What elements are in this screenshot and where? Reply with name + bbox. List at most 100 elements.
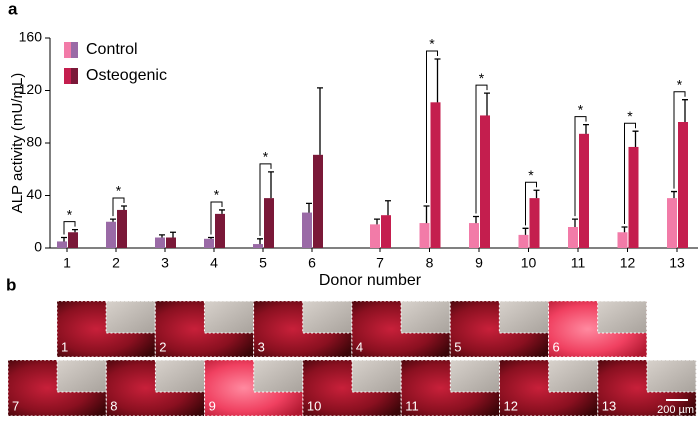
bar xyxy=(579,133,589,248)
bar xyxy=(469,223,479,248)
bar xyxy=(529,198,540,248)
significance-bracket xyxy=(525,181,537,226)
bar xyxy=(381,215,391,248)
error-bar xyxy=(110,218,116,222)
bar xyxy=(667,198,677,248)
bar xyxy=(313,154,323,248)
legend-swatch xyxy=(71,68,78,84)
micrograph-inset xyxy=(498,300,550,334)
error-bar xyxy=(72,228,78,233)
micrograph: 9 xyxy=(204,359,304,417)
significance-bracket xyxy=(426,50,438,203)
error-bar xyxy=(632,130,639,147)
micrograph-label: 7 xyxy=(12,398,19,413)
micrograph: 10 xyxy=(302,359,402,417)
significance-bracket xyxy=(259,163,272,236)
y-tick-label: 80 xyxy=(26,134,42,150)
micrograph-inset xyxy=(302,300,353,334)
micrograph-label: 8 xyxy=(110,398,117,413)
micrograph-label: 11 xyxy=(405,398,419,413)
micrograph: 8 xyxy=(105,359,206,417)
micrograph: 12 xyxy=(499,359,599,417)
error-bar xyxy=(583,123,589,134)
micrograph-inset xyxy=(56,359,107,393)
bar xyxy=(480,115,490,248)
x-axis-label: Donor number xyxy=(319,272,422,289)
micrograph-border xyxy=(351,300,451,358)
x-tick-label: 5 xyxy=(259,255,267,271)
error-bar xyxy=(682,99,688,122)
y-axis-label: ALP activity (mU/mL) xyxy=(9,73,26,214)
micrograph: 13 xyxy=(597,359,697,417)
micrograph-label: 2 xyxy=(159,339,166,354)
micrograph-border xyxy=(499,359,599,417)
x-tick-label: 11 xyxy=(571,255,586,271)
significance-star: * xyxy=(116,183,122,199)
micrograph-label: 5 xyxy=(454,339,461,354)
significance-star: * xyxy=(263,149,269,165)
micrograph-inset xyxy=(400,300,451,334)
micrograph: 6 xyxy=(548,300,648,358)
micrograph-inset xyxy=(351,359,402,393)
micrograph-inset xyxy=(449,359,501,393)
error-bar xyxy=(671,190,677,199)
error-bar xyxy=(306,202,312,213)
bar xyxy=(419,223,430,248)
x-tick-label: 9 xyxy=(475,255,483,271)
error-bar xyxy=(572,218,578,227)
error-bar xyxy=(159,234,165,238)
bar xyxy=(68,232,78,248)
micrograph-label: 10 xyxy=(307,398,321,413)
micrograph-inset xyxy=(597,300,648,334)
micrograph-inset xyxy=(253,359,304,393)
micrograph-inset xyxy=(548,359,599,393)
micrograph-label: 13 xyxy=(602,398,616,413)
x-tick-label: 12 xyxy=(620,255,636,271)
error-bar xyxy=(621,226,628,233)
significance-bracket xyxy=(112,197,125,217)
significance-bracket xyxy=(475,84,488,214)
bar xyxy=(370,224,380,248)
x-tick-label: 13 xyxy=(669,255,685,271)
micrograph-border xyxy=(597,359,697,417)
micrograph-border xyxy=(548,300,648,358)
bar xyxy=(518,234,529,248)
x-tick-label: 2 xyxy=(112,255,120,271)
micrograph-label: 3 xyxy=(258,339,265,354)
significance-star: * xyxy=(528,167,534,183)
x-tick-label: 1 xyxy=(63,255,71,271)
x-tick-label: 6 xyxy=(308,255,316,271)
legend-swatch xyxy=(71,42,78,58)
micrograph: 5 xyxy=(449,300,550,358)
bar xyxy=(617,232,628,248)
error-bar xyxy=(208,236,214,239)
bar xyxy=(253,244,263,248)
significance-star: * xyxy=(578,101,584,117)
bar xyxy=(628,146,639,248)
micrograph-border xyxy=(56,300,156,358)
error-bar xyxy=(219,209,225,214)
bar xyxy=(264,198,274,248)
error-bar xyxy=(317,87,323,155)
error-bar xyxy=(434,58,441,103)
micrograph-label: 1 xyxy=(61,339,68,354)
legend-label: Osteogenic xyxy=(86,67,167,84)
micrograph: 11 xyxy=(400,359,501,417)
x-tick-label: 8 xyxy=(426,255,434,271)
micrograph-border xyxy=(204,359,304,417)
panel-label: a xyxy=(8,0,18,18)
x-tick-label: 7 xyxy=(376,255,384,271)
bar xyxy=(117,209,127,248)
bar xyxy=(155,237,165,248)
micrograph-inset xyxy=(105,300,156,334)
y-tick-label: 40 xyxy=(26,186,42,202)
error-bar xyxy=(522,227,529,235)
x-tick-label: 10 xyxy=(521,255,537,271)
micrograph-inset xyxy=(203,300,255,334)
significance-bracket xyxy=(63,221,76,235)
micrograph-label: 9 xyxy=(209,398,216,413)
bar xyxy=(430,102,441,248)
error-bar xyxy=(121,205,127,210)
micrograph: 7 xyxy=(7,359,107,417)
